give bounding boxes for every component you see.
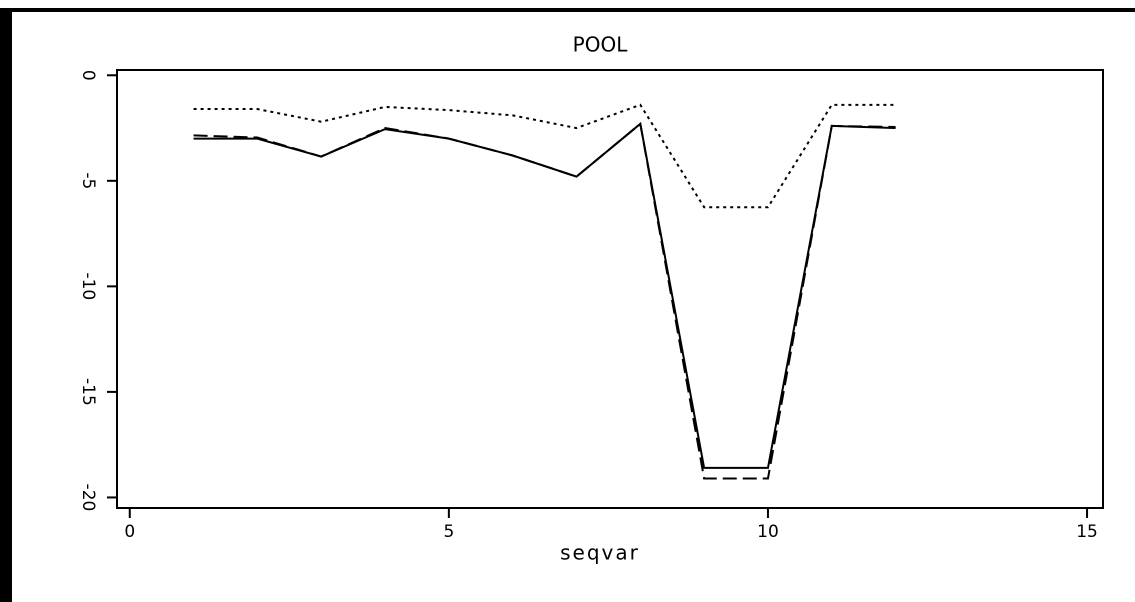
x-tick-label: 10 [757,522,779,542]
plot-frame [116,69,1104,509]
x-axis-label: seqvar [560,541,640,565]
series-line [193,103,896,209]
chart-title: POOL [573,33,629,57]
x-tick-label: 15 [1076,522,1098,542]
y-tick-label: -20 [78,484,98,512]
y-tick-label: -5 [78,172,98,189]
series-line [193,121,896,469]
y-tick-label: -15 [78,378,98,406]
window-frame [0,10,12,602]
x-tick-label: 5 [443,522,454,542]
window-frame-top [0,8,1135,12]
y-tick-label: -10 [78,272,98,300]
series-line [193,121,896,480]
y-tick-label: 0 [78,70,98,81]
x-tick-label: 0 [124,522,135,542]
